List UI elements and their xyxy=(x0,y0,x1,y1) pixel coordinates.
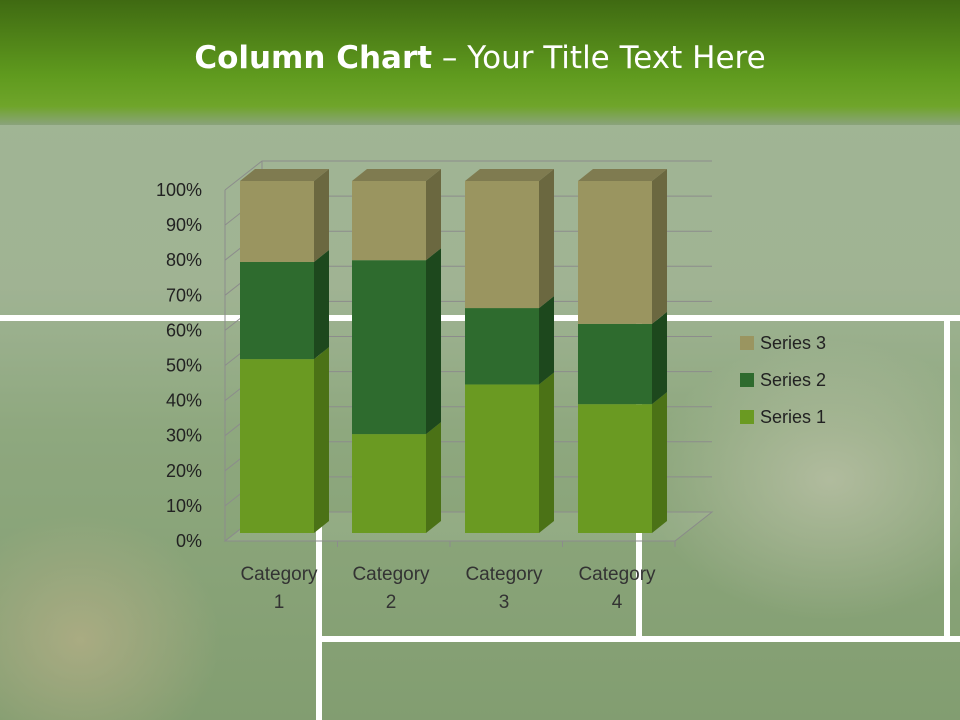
legend-swatch xyxy=(740,410,754,424)
bar-segment-3 xyxy=(578,181,652,324)
legend-swatch xyxy=(740,336,754,350)
bar-top xyxy=(352,169,441,181)
x-tick-label: Category xyxy=(465,564,543,585)
title-rest: – Your Title Text Here xyxy=(432,40,766,76)
bar-side-2 xyxy=(314,249,329,360)
bar-segment-3 xyxy=(240,181,314,262)
bar-segment-1 xyxy=(352,434,426,533)
legend-label: Series 1 xyxy=(760,407,826,427)
bar-segment-2 xyxy=(352,260,426,435)
legend-swatch xyxy=(740,373,754,387)
bar-side-1 xyxy=(314,347,329,533)
bar-side-3 xyxy=(539,169,554,309)
bar-side-1 xyxy=(539,372,554,533)
bar-segment-2 xyxy=(578,323,652,405)
x-tick-label: Category xyxy=(578,564,656,585)
y-tick-label: 70% xyxy=(166,285,202,305)
bar-side-2 xyxy=(539,296,554,385)
x-tick-label: Category xyxy=(240,564,318,585)
divider xyxy=(320,636,960,642)
bar-top xyxy=(240,169,329,181)
title-bar xyxy=(0,0,960,125)
y-tick-label: 20% xyxy=(166,461,202,481)
bar-side-3 xyxy=(426,169,441,261)
slide-title: Column Chart – Your Title Text Here xyxy=(0,40,960,76)
x-tick-label: 2 xyxy=(386,592,397,613)
bar-segment-3 xyxy=(465,181,539,309)
divider xyxy=(944,318,950,638)
legend-label: Series 2 xyxy=(760,370,826,390)
x-tick-label: 4 xyxy=(612,592,623,613)
y-tick-label: 100% xyxy=(156,180,202,200)
y-tick-label: 90% xyxy=(166,215,202,235)
bar-top xyxy=(465,169,554,181)
bar-side-2 xyxy=(652,311,667,405)
y-tick-label: 0% xyxy=(176,531,202,551)
bar-segment-2 xyxy=(240,261,314,360)
y-tick-label: 50% xyxy=(166,356,202,376)
bar-segment-3 xyxy=(352,181,426,261)
y-tick-label: 80% xyxy=(166,250,202,270)
bar-segment-1 xyxy=(578,404,652,533)
bar-segment-1 xyxy=(465,384,539,533)
legend-label: Series 3 xyxy=(760,333,826,353)
bar-side-1 xyxy=(652,392,667,533)
title-bold: Column Chart xyxy=(194,40,433,76)
x-tick-label: 1 xyxy=(274,592,285,613)
x-tick-label: Category xyxy=(352,564,430,585)
y-tick-label: 10% xyxy=(166,496,202,516)
x-tick-label: 3 xyxy=(499,592,510,613)
y-tick-label: 60% xyxy=(166,320,202,340)
bar-segment-1 xyxy=(240,359,314,533)
bar-side-3 xyxy=(652,169,667,324)
bar-side-3 xyxy=(314,169,329,262)
bar-top xyxy=(578,169,667,181)
bar-side-2 xyxy=(426,248,441,435)
y-tick-label: 30% xyxy=(166,426,202,446)
y-tick-label: 40% xyxy=(166,391,202,411)
bar-side-1 xyxy=(426,422,441,533)
bar-segment-2 xyxy=(465,308,539,385)
